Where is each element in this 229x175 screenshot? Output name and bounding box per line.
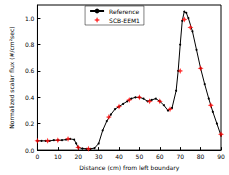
svg-text:60: 60 xyxy=(156,153,164,160)
svg-text:1.0: 1.0 xyxy=(25,15,35,22)
svg-text:Distance (cm) from left bounda: Distance (cm) from left boundary xyxy=(79,164,179,172)
svg-text:90: 90 xyxy=(217,153,225,160)
svg-text:20: 20 xyxy=(74,153,82,160)
svg-text:Normalized scalar flux (#/cm²s: Normalized scalar flux (#/cm²sec) xyxy=(8,26,15,128)
svg-text:10: 10 xyxy=(54,153,62,160)
svg-text:70: 70 xyxy=(176,153,184,160)
svg-text:0.2: 0.2 xyxy=(25,120,35,127)
svg-text:Reference: Reference xyxy=(109,8,140,15)
svg-text:80: 80 xyxy=(197,153,205,160)
svg-text:0: 0 xyxy=(36,153,40,160)
svg-text:0.8: 0.8 xyxy=(25,41,35,48)
svg-text:0.0: 0.0 xyxy=(25,147,35,154)
svg-text:50: 50 xyxy=(136,153,144,160)
svg-text:40: 40 xyxy=(115,153,123,160)
svg-text:SCB-EEM1: SCB-EEM1 xyxy=(109,17,140,24)
svg-text:0.4: 0.4 xyxy=(25,94,35,101)
svg-text:30: 30 xyxy=(95,153,103,160)
svg-text:0.6: 0.6 xyxy=(25,67,35,74)
